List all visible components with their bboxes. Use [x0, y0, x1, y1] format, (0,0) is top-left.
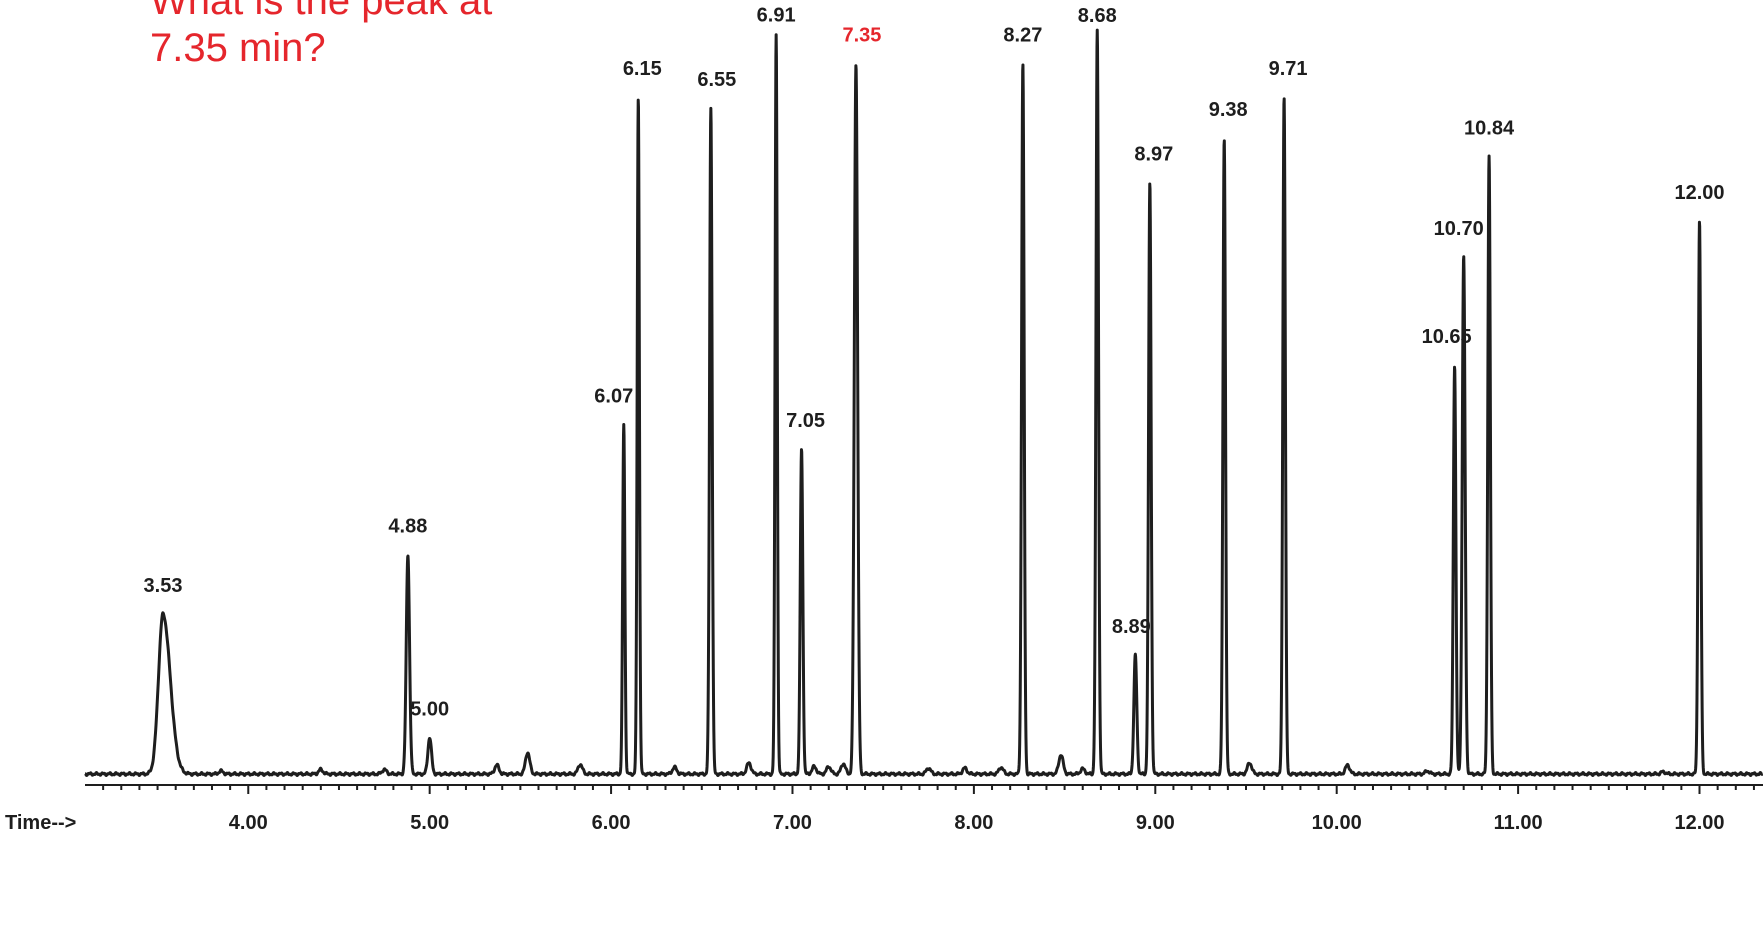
x-axis-title: Time-->	[5, 812, 76, 834]
x-tick-label: 9.00	[1136, 812, 1175, 834]
peak-label: 4.88	[388, 516, 427, 538]
peak-label: 5.00	[410, 699, 449, 721]
x-tick-label: 10.00	[1312, 812, 1362, 834]
peak-label: 6.91	[757, 5, 796, 27]
peak-label: 8.27	[1003, 24, 1042, 46]
peak-label: 7.05	[786, 410, 825, 432]
question-annotation: What is the peak at 7.35 min?	[150, 0, 493, 70]
peak-label: 3.53	[144, 575, 183, 597]
peak-label: 6.55	[697, 69, 736, 91]
peak-label: 10.70	[1434, 218, 1484, 240]
peak-label: 9.38	[1209, 99, 1248, 121]
chromatogram-trace	[83, 28, 1763, 777]
peak-label: 10.65	[1422, 326, 1472, 348]
peak-label: 8.97	[1134, 144, 1173, 166]
x-tick-label: 7.00	[773, 812, 812, 834]
peak-label: 12.00	[1674, 182, 1724, 204]
x-tick-label: 6.00	[592, 812, 631, 834]
peak-label: 6.15	[623, 58, 662, 80]
x-axis-tick-labels: 4.00 5.00 6.00 7.00 8.00 9.00 10.00 11.00 12.00	[229, 812, 1725, 834]
x-axis-ticks	[102, 785, 1755, 794]
peak-label: 10.84	[1464, 117, 1515, 139]
peak-label: 6.07	[594, 385, 633, 407]
x-tick-label: 5.00	[410, 812, 449, 834]
x-tick-label: 11.00	[1494, 812, 1543, 834]
peak-label-highlighted: 7.35	[843, 24, 882, 46]
x-tick-label: 12.00	[1674, 812, 1724, 834]
x-tick-label: 4.00	[229, 812, 268, 834]
peak-label: 9.71	[1269, 58, 1308, 80]
x-tick-label: 8.00	[954, 812, 993, 834]
peak-label: 8.68	[1078, 5, 1117, 27]
peak-label: 8.89	[1112, 616, 1151, 638]
peak-labels: 3.53 4.88 5.00 6.07 6.15 6.55 6.91 7.05 7.35 8.27…	[144, 5, 1725, 721]
